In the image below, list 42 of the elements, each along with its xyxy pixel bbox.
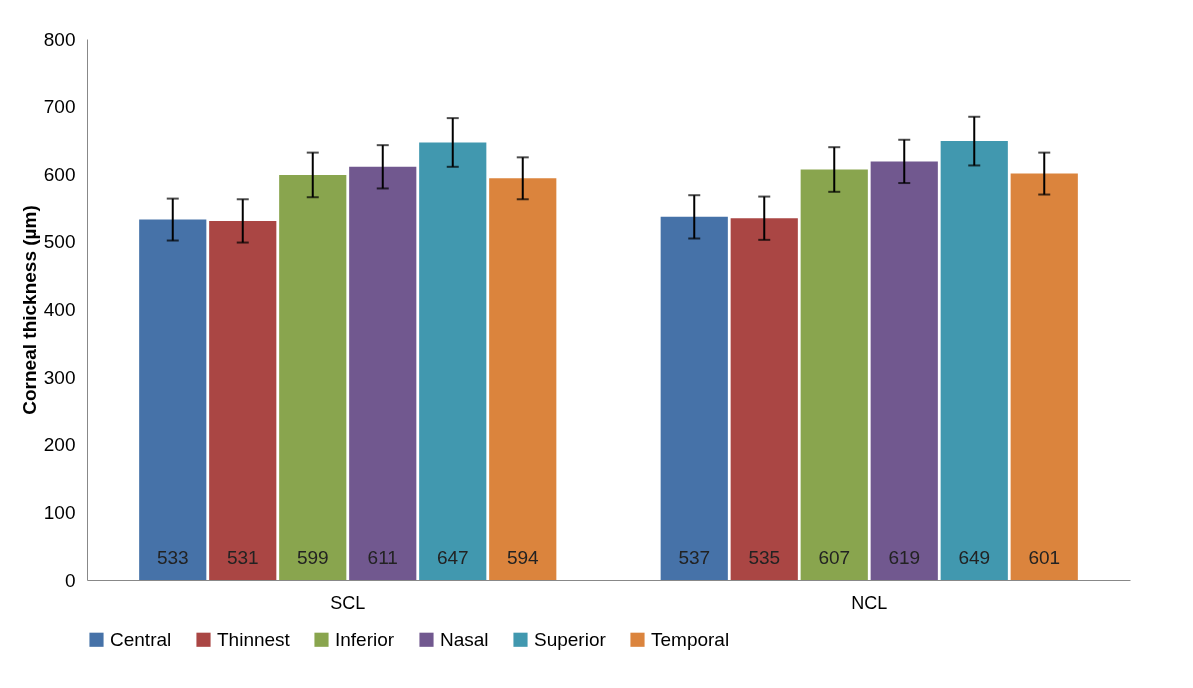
bar [870,161,938,580]
y-tick-label: 300 [43,366,76,388]
y-tick-label: 0 [64,569,76,591]
y-tick-label: 800 [43,28,76,50]
data-label: 535 [748,547,781,568]
data-label: 611 [367,547,398,568]
data-label: 601 [1028,547,1061,568]
bar [940,141,1008,580]
legend-label: Inferior [335,628,395,650]
y-tick-label: 200 [43,434,76,456]
y-tick-label: 100 [43,501,76,523]
y-tick-label: 600 [43,163,76,185]
bar [209,220,277,580]
bar [279,174,347,580]
legend-label: Temporal [651,628,730,650]
bar [349,166,417,580]
bar [800,169,868,580]
bar [489,178,557,580]
data-label: 533 [156,547,189,568]
data-label: 619 [888,547,921,568]
data-label: 537 [678,547,711,568]
data-label: 594 [506,547,540,568]
data-label: 607 [818,547,851,568]
bar [419,142,487,580]
data-label: 599 [296,547,329,568]
bar [139,219,207,580]
data-label: 531 [226,547,259,568]
x-tick-label: SCL [330,592,366,613]
bar [660,216,728,580]
legend-label: Nasal [440,628,489,650]
data-label: 647 [436,547,469,568]
y-tick-label: 700 [43,96,76,118]
legend-label: Thinnest [217,628,291,650]
y-tick-label: 400 [43,299,76,320]
bar [730,218,798,580]
x-tick-label: NCL [851,592,888,613]
data-label: 649 [958,547,991,568]
legend-label: Superior [534,628,607,650]
y-tick-label: 500 [43,231,76,253]
legend-label: Central [110,628,172,650]
bar [1010,173,1078,580]
y-axis-title: Corneal thickness (µm) [18,205,40,415]
